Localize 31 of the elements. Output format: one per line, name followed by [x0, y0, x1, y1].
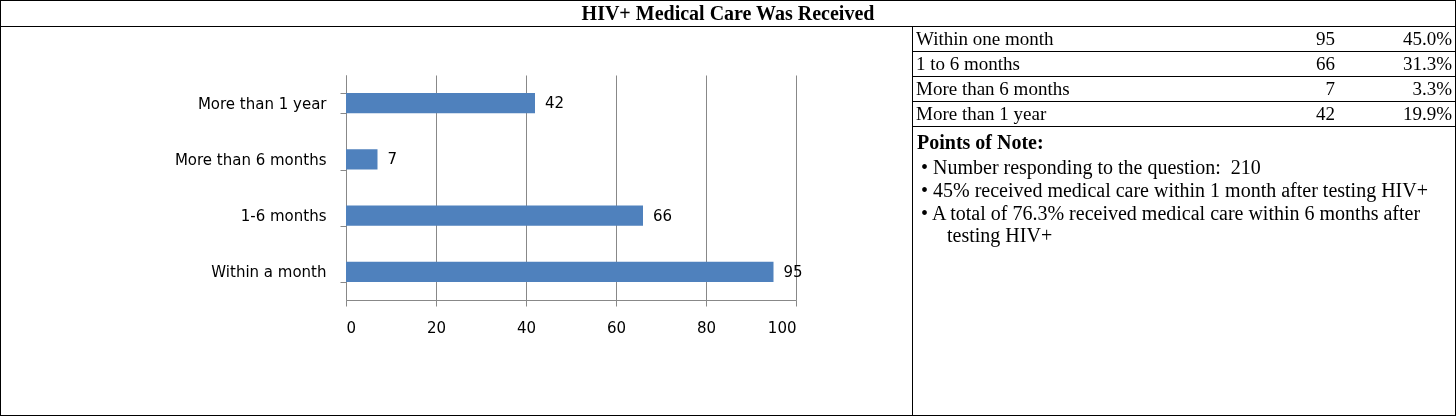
text: • A total of 76.3% received medical care within 6 months after testing HIV+	[921, 202, 1422, 246]
text: More than 6 months	[916, 78, 1070, 99]
text: Within one month	[916, 28, 1054, 49]
y-tick-label: More than 1 year	[197, 94, 328, 113]
chart-title: HIV+ Medical Care Was Received	[1, 1, 1455, 27]
text: 95	[1315, 28, 1335, 49]
data-label: 42	[545, 94, 565, 113]
text: 45.0%	[1402, 28, 1452, 49]
text: More than 1 year	[916, 103, 1047, 124]
data-label: 7	[387, 150, 398, 169]
x-tick-label: 0	[346, 318, 357, 337]
text: 3.3%	[1412, 78, 1452, 99]
text: • 45% received medical care within 1 month after testing HIV+	[921, 179, 1429, 201]
data-label: 66	[653, 206, 673, 225]
text: 66	[1315, 53, 1335, 74]
x-tick-label: 20	[426, 318, 447, 337]
data-label: 95	[783, 262, 803, 281]
x-tick-label: 40	[516, 318, 537, 337]
text: 1 to 6 months	[916, 53, 1020, 74]
text: 31.3%	[1402, 53, 1452, 74]
x-tick-label: 60	[606, 318, 627, 337]
text: Points of Note:	[917, 131, 1045, 154]
x-tick-label: 80	[696, 318, 717, 337]
text: 42	[1315, 103, 1335, 124]
y-tick-label: More than 6 months	[174, 150, 327, 169]
y-tick-label: Within a month	[211, 263, 327, 282]
text: 19.9%	[1402, 103, 1452, 124]
x-tick-label: 100	[767, 318, 797, 337]
text: 7	[1325, 78, 1335, 99]
y-tick-label: 1-6 months	[240, 207, 327, 226]
text: • Number responding to the question: 210	[921, 156, 1262, 178]
